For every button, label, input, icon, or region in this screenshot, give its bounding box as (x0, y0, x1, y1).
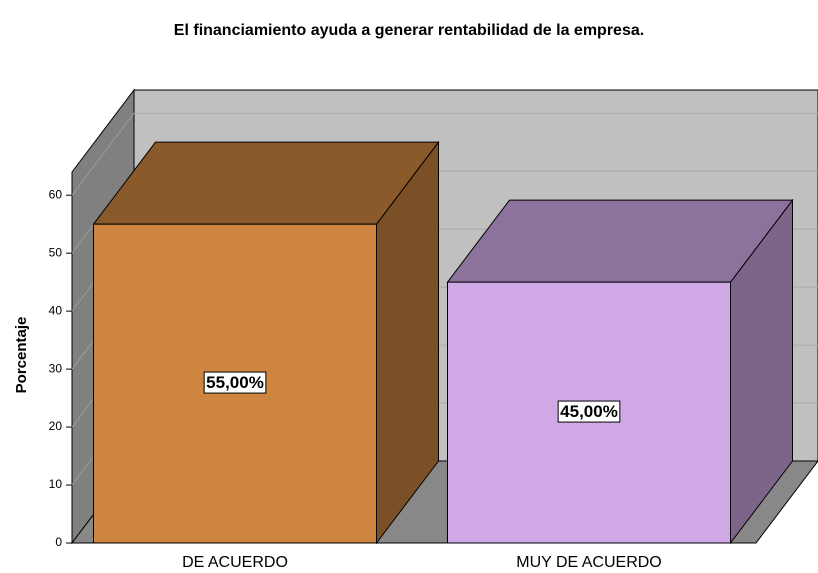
x-tick-label: DE ACUERDO (182, 554, 288, 571)
y-tick-label: 10 (49, 477, 63, 491)
y-tick-label: 20 (49, 419, 63, 433)
x-tick-label: MUY DE ACUERDO (516, 554, 662, 571)
chart-title: El financiamiento ayuda a generar rentab… (174, 22, 644, 39)
y-tick-label: 0 (55, 535, 62, 549)
value-label-box (557, 400, 621, 423)
y-tick-label: 40 (49, 303, 63, 317)
grid-line (71, 112, 135, 196)
value-label: 45,00% (560, 402, 618, 421)
y-tick-label: 50 (49, 245, 63, 259)
y-axis-label: Porcentaje (13, 317, 30, 394)
value-label: 55,00% (206, 373, 264, 392)
y-tick-label: 30 (49, 361, 63, 375)
value-label-box (203, 371, 267, 394)
y-tick-label: 60 (49, 187, 63, 201)
